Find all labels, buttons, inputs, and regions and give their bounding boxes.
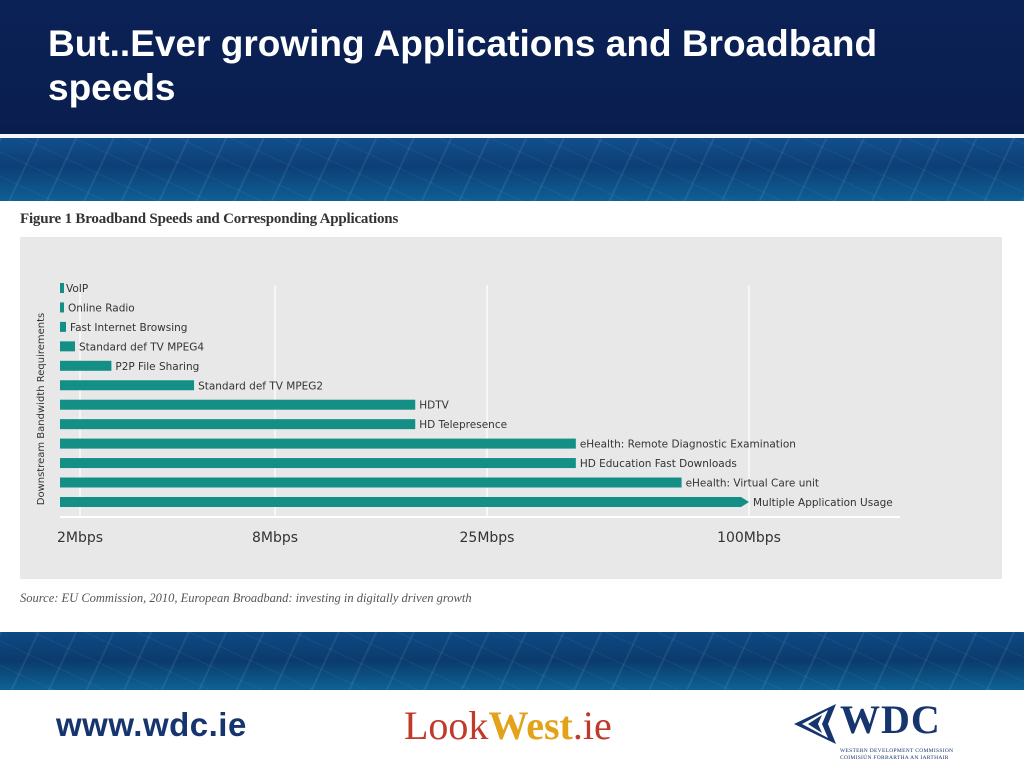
bar — [60, 438, 576, 449]
x-tick-label: 2Mbps — [57, 530, 103, 546]
x-tick-label: 100Mbps — [717, 530, 781, 546]
lookwest-west-text: West — [488, 703, 573, 748]
bandwidth-chart: Downstream Bandwidth Requirements VoIP Onl… — [36, 283, 900, 546]
bar-label: P2P File Sharing — [115, 361, 199, 373]
bar-label: Online Radio — [68, 302, 135, 314]
wdc-subtitle-english: WESTERN DEVELOPMENT COMMISSION — [840, 748, 954, 754]
bar-label: Standard def TV MPEG4 — [79, 341, 204, 353]
decorative-band-bottom — [0, 632, 1024, 690]
lookwest-look-text: Look — [404, 703, 489, 748]
bar-label: Standard def TV MPEG2 — [198, 380, 323, 392]
bar — [60, 477, 682, 488]
bar-label: HD Education Fast Downloads — [580, 458, 737, 470]
slide-title: But..Ever growing Applications and Broad… — [48, 23, 878, 108]
bar — [60, 399, 416, 410]
bar-label: HD Telepresence — [419, 419, 507, 431]
bar — [60, 458, 576, 469]
chart-area: Downstream Bandwidth Requirements VoIP Onl… — [20, 237, 1002, 579]
bar — [60, 380, 195, 391]
bar — [60, 341, 75, 352]
x-tick-label: 8Mbps — [252, 530, 298, 546]
y-axis-label: Downstream Bandwidth Requirements — [36, 313, 47, 506]
website-link[interactable]: www.wdc.ie — [56, 706, 247, 743]
figure-panel: Figure 1 Broadband Speeds and Correspond… — [0, 201, 1024, 632]
wdc-logo[interactable]: WDC WESTERN DEVELOPMENT COMMISSION COIMI… — [788, 697, 972, 761]
bar-label: Fast Internet Browsing — [70, 322, 187, 334]
figure-source: Source: EU Commission, 2010, European Br… — [20, 591, 472, 605]
bar-label: eHealth: Remote Diagnostic Examination — [580, 439, 796, 451]
bar-label: VoIP — [66, 283, 88, 295]
bar — [60, 496, 749, 507]
bar-label: HDTV — [419, 400, 449, 412]
lookwest-logo[interactable]: LookWest.ie — [404, 702, 612, 750]
wdc-subtitle-irish: COIMISIÚN FORBARTHA AN IARTHAIR — [840, 755, 949, 761]
slide-header: But..Ever growing Applications and Broad… — [0, 0, 1024, 134]
figure-title: Figure 1 Broadband Speeds and Correspond… — [20, 211, 399, 227]
wdc-wordmark: WDC — [840, 697, 941, 742]
bar-label: Multiple Application Usage — [753, 497, 893, 509]
bar — [60, 321, 66, 332]
wdc-arrow-icon — [794, 704, 836, 744]
footer: www.wdc.ie LookWest.ie WDC WESTERN DEVEL… — [0, 690, 1024, 768]
bar-label: eHealth: Virtual Care unit — [686, 478, 819, 490]
decorative-band-top — [0, 138, 1024, 201]
header-divider — [0, 134, 1024, 138]
bar — [60, 302, 64, 313]
bar — [60, 360, 112, 371]
lookwest-ie-text: .ie — [572, 703, 612, 748]
bar — [60, 283, 64, 293]
x-tick-label: 25Mbps — [460, 530, 515, 546]
bar — [60, 419, 416, 430]
